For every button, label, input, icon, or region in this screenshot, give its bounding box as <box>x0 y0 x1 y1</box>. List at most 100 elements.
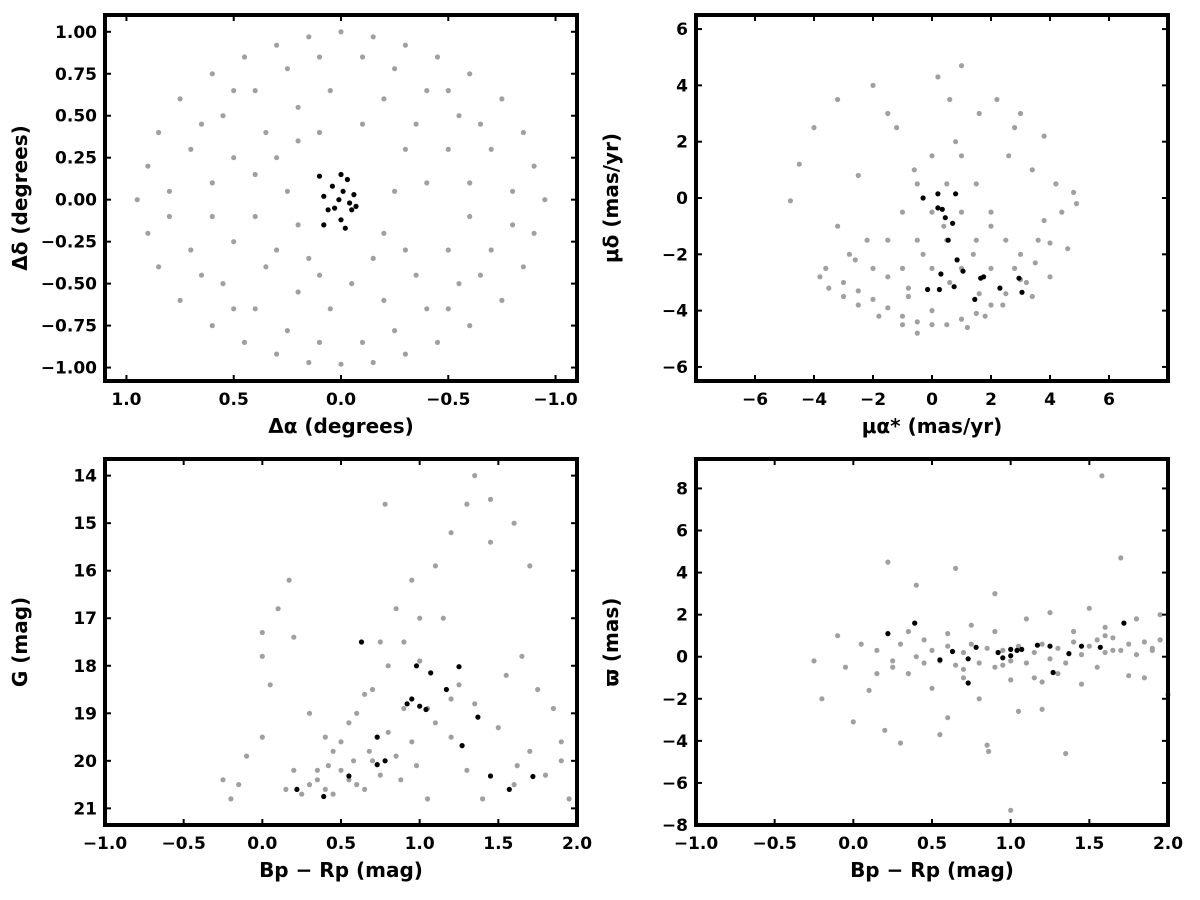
field-point <box>1023 279 1029 286</box>
x-tick-label: −1.0 <box>533 390 578 410</box>
field-point <box>1029 293 1035 300</box>
field-point <box>855 288 861 294</box>
field-point <box>542 197 548 203</box>
field-point <box>960 649 967 656</box>
field-point <box>409 577 415 583</box>
field-point <box>1000 662 1006 668</box>
field-point <box>1039 706 1045 712</box>
field-point <box>241 54 248 60</box>
field-point <box>994 96 1000 103</box>
member-point <box>332 205 338 211</box>
field-point <box>488 247 494 253</box>
field-point <box>1003 291 1009 297</box>
field-point <box>338 29 344 35</box>
member-point <box>351 192 357 198</box>
field-point <box>314 767 320 773</box>
field-point <box>385 729 391 735</box>
field-point <box>209 323 215 329</box>
field-point <box>976 110 982 117</box>
field-point <box>531 230 537 236</box>
y-tick-label: 4 <box>676 564 688 584</box>
field-point <box>259 629 265 636</box>
field-point <box>456 113 462 119</box>
y-tick-label: 17 <box>73 609 97 629</box>
field-point <box>914 237 920 243</box>
field-point <box>1110 635 1116 641</box>
x-axis-label: μα* (mas/yr) <box>862 414 1003 438</box>
field-point <box>369 758 376 764</box>
field-point <box>1047 610 1053 616</box>
field-point <box>890 664 896 670</box>
x-tick-label: 0.5 <box>219 390 249 410</box>
field-point <box>1063 750 1069 757</box>
field-point <box>905 671 912 677</box>
field-point <box>354 782 360 788</box>
field-point <box>346 777 352 783</box>
field-point <box>424 88 430 94</box>
field-point <box>1047 656 1053 662</box>
field-point <box>188 247 194 253</box>
field-point <box>448 696 454 702</box>
field-point <box>145 230 151 236</box>
field-point <box>945 643 951 649</box>
field-point <box>464 767 470 773</box>
member-point <box>1078 643 1085 649</box>
field-point <box>864 237 870 243</box>
field-point <box>509 222 516 228</box>
field-point <box>835 96 841 103</box>
field-point <box>434 54 441 60</box>
field-point <box>1073 201 1080 207</box>
field-point <box>316 272 323 278</box>
field-point <box>1065 246 1071 252</box>
field-point <box>362 786 368 793</box>
field-point <box>914 330 920 336</box>
x-tick-label: −1.0 <box>674 834 719 854</box>
y-tick-label: −2 <box>662 690 688 710</box>
y-tick-label: −4 <box>662 302 688 322</box>
member-point <box>935 205 941 211</box>
field-point <box>941 223 947 229</box>
field-point <box>346 720 352 726</box>
y-tick-label: 21 <box>73 799 97 819</box>
field-point <box>1071 189 1077 195</box>
member-point <box>475 714 481 720</box>
field-point <box>1031 675 1037 681</box>
member-point <box>374 734 380 740</box>
member-point <box>1121 620 1127 626</box>
member-point <box>1019 289 1025 295</box>
field-point <box>445 146 451 152</box>
member-point <box>920 195 926 201</box>
member-point <box>459 743 465 749</box>
field-point <box>499 96 505 102</box>
y-tick-label: 0 <box>676 189 688 209</box>
field-point <box>359 339 366 345</box>
field-point <box>1029 167 1035 173</box>
x-tick-label: −1.0 <box>83 834 128 854</box>
field-point <box>259 734 265 740</box>
member-point <box>925 286 931 293</box>
field-point <box>855 172 861 179</box>
field-point <box>1086 605 1092 611</box>
field-point <box>1094 664 1100 670</box>
member-point <box>487 773 494 779</box>
y-tick-label: −6 <box>662 774 688 794</box>
field-point <box>402 146 408 152</box>
field-point <box>968 622 974 628</box>
field-point <box>897 641 904 647</box>
y-tick-label: 14 <box>73 467 97 487</box>
field-point <box>284 188 290 194</box>
field-point <box>338 361 344 367</box>
field-point <box>166 213 172 220</box>
field-point <box>1102 624 1108 630</box>
member-point <box>316 173 323 179</box>
field-point <box>263 264 269 270</box>
panel-parallax: −1.0 −0.5 0.0 0.5 1.0 1.5 2.0 −8 −6 −4 −2 0 2 4 6 8 Bp −… <box>599 457 1183 882</box>
member-point <box>1047 643 1053 649</box>
field-point <box>1041 217 1047 224</box>
field-point <box>988 265 994 271</box>
field-point <box>417 658 423 664</box>
field-point <box>366 748 372 754</box>
y-tick-label: −8 <box>662 816 688 836</box>
field-point <box>958 153 965 159</box>
field-point <box>929 308 935 314</box>
